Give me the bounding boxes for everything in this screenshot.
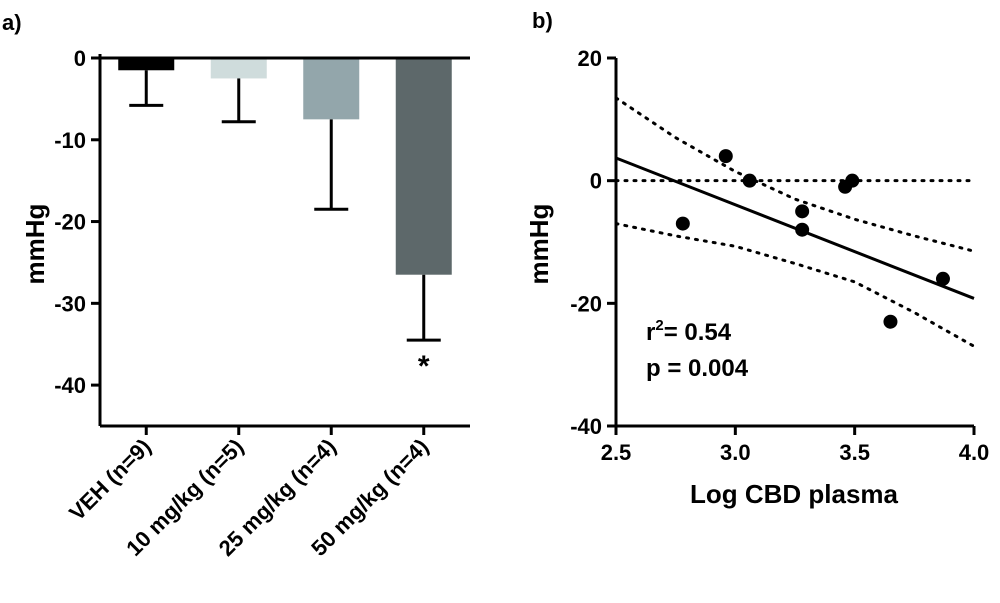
data-point: [883, 314, 898, 329]
r-squared-annotation: r2= 0.54: [646, 317, 732, 346]
panel-a-y-tick-label: -20: [54, 210, 86, 235]
data-point: [935, 271, 950, 286]
panel-b-x-axis-title: Log CBD plasma: [690, 479, 899, 509]
panel-a-y-tick-label: -30: [54, 291, 86, 316]
panel-b-x-tick-label: 3.0: [720, 440, 751, 465]
panel-b-ticks: 20 0 -20 -402.5 3.0 3.5 4.0: [570, 46, 989, 465]
panel-b-label: b): [532, 8, 553, 33]
panel-a-x-ticks: VEH (n=9)10 mg/kg (n=5)25 mg/kg (n=4)50 …: [64, 424, 470, 561]
panel-a-category-label: VEH (n=9): [64, 434, 156, 526]
significance-marker: *: [418, 350, 430, 383]
panel-b-x-tick-label: 4.0: [959, 440, 990, 465]
panel-b-y-tick-label: 20: [578, 46, 602, 71]
bar: [210, 58, 267, 79]
panel-b-y-axis-title: mmHg: [524, 204, 554, 285]
confidence-band-upper: [614, 96, 976, 253]
panel-b-x-tick-label: 2.5: [601, 440, 632, 465]
panel-a-y-tick-label: -10: [54, 128, 86, 153]
panel-b-lines: [614, 96, 976, 348]
r-squared-suffix: = 0.54: [664, 319, 732, 346]
bar: [303, 58, 360, 120]
p-value-annotation: p = 0.004: [646, 355, 749, 382]
panel-b-y-tick-label: -40: [570, 414, 602, 439]
data-point: [795, 222, 810, 237]
panel-b-points: [675, 149, 950, 329]
panel-a-y-axis-title: mmHg: [20, 204, 50, 285]
panel-b-y-tick-label: 0: [590, 169, 602, 194]
bar: [395, 58, 452, 275]
panel-a-y-tick-label: -40: [54, 373, 86, 398]
bar: [118, 58, 175, 71]
panel-b-scatter-chart: b) mmHg Log CBD plasma 20 0 -20 -402.5 3.0 3.…: [524, 8, 989, 509]
panel-a-bar-chart: a) mmHg 0 -10 -20 -30 -40 * VEH (n=9)10 mg/k…: [2, 10, 470, 561]
panel-a-label: a): [2, 10, 22, 35]
data-point: [845, 173, 860, 188]
r-squared-superscript: 2: [655, 317, 663, 334]
r-squared-prefix: r: [646, 319, 655, 346]
data-point: [718, 149, 733, 164]
data-point: [795, 204, 810, 219]
data-point: [675, 216, 690, 231]
panel-a-y-tick-label: 0: [74, 46, 86, 71]
data-point: [742, 173, 757, 188]
panel-a-bars: *: [100, 56, 470, 383]
regression-line: [615, 156, 975, 300]
panel-a-y-ticks: 0 -10 -20 -30 -40: [54, 46, 102, 426]
panel-b-y-tick-label: -20: [570, 291, 602, 316]
panel-b-x-tick-label: 3.5: [839, 440, 870, 465]
